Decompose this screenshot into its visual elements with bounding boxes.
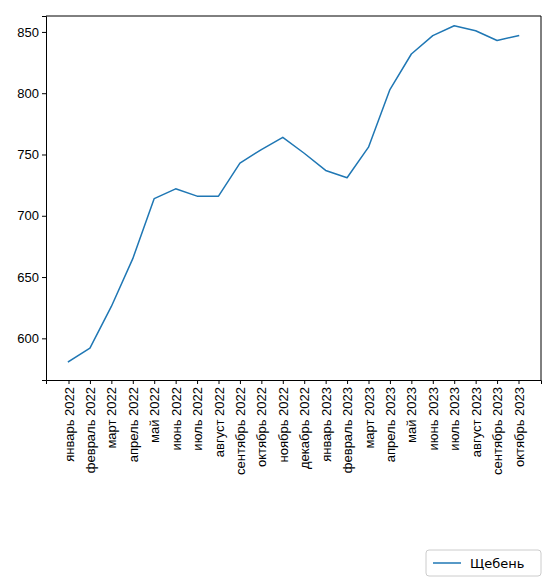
y-tick-label: 800 (17, 86, 39, 101)
y-tick-mark (42, 216, 46, 217)
x-tick-label: ноябрь 2022 (276, 387, 291, 462)
x-tick-label: январь 2022 (62, 387, 77, 462)
x-tick: май 2022 (147, 380, 162, 443)
plot-area (69, 26, 519, 362)
x-tick: октябрь 2022 (254, 380, 269, 467)
y-axis-line (42, 17, 47, 381)
legend: Щебень (426, 550, 541, 576)
legend-swatch (433, 562, 461, 564)
y-tick-mark (42, 32, 46, 33)
x-tick: июнь 2023 (426, 380, 441, 451)
x-tick-mark (519, 380, 520, 384)
legend-box (426, 550, 541, 576)
x-tick: сентябрь 2022 (233, 380, 248, 475)
x-tick-mark (369, 380, 370, 384)
y-tick-label: 750 (17, 147, 39, 162)
x-tick-mark (454, 380, 455, 384)
x-tick: ноябрь 2022 (276, 380, 291, 462)
x-tick: декабрь 2022 (297, 380, 312, 469)
x-tick-label: апрель 2023 (383, 387, 398, 462)
x-tick: август 2023 (469, 380, 484, 457)
y-tick: 750 (17, 147, 46, 162)
x-tick-mark (197, 380, 198, 384)
x-tick-label: август 2022 (212, 387, 227, 457)
y-axis: 600 650 700 750 800 850 (17, 17, 46, 381)
chart: январь 2022 февраль 2022 март 2022 апрель 2… (0, 0, 552, 586)
x-tick: июль 2023 (447, 380, 462, 451)
x-tick: июль 2022 (190, 380, 205, 451)
x-tick-mark (304, 380, 305, 384)
x-tick-mark (347, 380, 348, 384)
x-tick: август 2022 (212, 380, 227, 457)
x-axis-line (47, 381, 542, 385)
frame-top (46, 16, 541, 17)
legend-label: Щебень (470, 556, 524, 571)
x-tick: март 2022 (104, 380, 119, 449)
x-tick-label: апрель 2022 (126, 387, 141, 462)
x-tick-label: май 2023 (404, 387, 419, 443)
frame-right (541, 16, 542, 380)
x-tick-label: май 2022 (147, 387, 162, 443)
x-tick: октябрь 2023 (512, 380, 527, 467)
x-tick-label: июль 2023 (447, 387, 462, 451)
x-tick-mark (133, 380, 134, 384)
series-line (69, 26, 519, 362)
y-tick-label: 650 (17, 270, 39, 285)
x-tick-mark (283, 380, 284, 384)
x-tick: апрель 2023 (383, 380, 398, 462)
x-tick-label: январь 2023 (319, 387, 334, 462)
x-tick-label: март 2023 (362, 387, 377, 449)
x-tick: февраль 2023 (340, 380, 355, 473)
y-tick-label: 700 (17, 208, 39, 223)
x-tick-label: февраль 2023 (340, 387, 355, 473)
x-tick: май 2023 (404, 380, 419, 443)
x-tick-label: октябрь 2022 (254, 387, 269, 467)
x-tick: сентябрь 2023 (490, 380, 505, 475)
y-tick-label: 850 (17, 25, 39, 40)
y-tick-label: 600 (17, 331, 39, 346)
x-tick-mark (261, 380, 262, 384)
x-axis: январь 2022 февраль 2022 март 2022 апрель 2… (47, 380, 542, 475)
x-tick-label: июнь 2023 (426, 387, 441, 451)
y-tick-mark (42, 154, 46, 155)
y-tick-mark (42, 338, 46, 339)
x-tick-mark (111, 380, 112, 384)
x-tick-mark (219, 380, 220, 384)
x-tick: январь 2023 (319, 380, 334, 462)
x-tick: апрель 2022 (126, 380, 141, 462)
y-tick: 800 (17, 86, 46, 101)
x-tick: январь 2022 (62, 380, 77, 462)
x-tick: март 2023 (362, 380, 377, 449)
y-tick: 700 (17, 208, 46, 223)
x-tick-mark (433, 380, 434, 384)
y-tick: 650 (17, 270, 46, 285)
x-tick-label: июль 2022 (190, 387, 205, 451)
x-tick-mark (154, 380, 155, 384)
x-tick-label: октябрь 2023 (512, 387, 527, 467)
x-tick-label: сентябрь 2023 (490, 387, 505, 475)
x-tick-mark (476, 380, 477, 384)
x-tick-label: декабрь 2022 (297, 387, 312, 469)
x-tick-label: сентябрь 2022 (233, 387, 248, 475)
x-tick-mark (90, 380, 91, 384)
y-tick: 600 (17, 331, 46, 346)
x-tick-mark (411, 380, 412, 384)
x-tick-mark (176, 380, 177, 384)
x-tick-mark (390, 380, 391, 384)
x-tick-mark (240, 380, 241, 384)
y-tick: 850 (17, 25, 46, 40)
x-tick-mark (69, 380, 70, 384)
x-tick-mark (326, 380, 327, 384)
x-tick-label: март 2022 (104, 387, 119, 449)
x-tick-mark (497, 380, 498, 384)
y-tick-mark (42, 277, 46, 278)
x-tick-label: февраль 2022 (83, 387, 98, 473)
y-tick-mark (42, 93, 46, 94)
x-tick: июнь 2022 (169, 380, 184, 451)
x-tick-label: август 2023 (469, 387, 484, 457)
x-tick-label: июнь 2022 (169, 387, 184, 451)
x-tick: февраль 2022 (83, 380, 98, 473)
